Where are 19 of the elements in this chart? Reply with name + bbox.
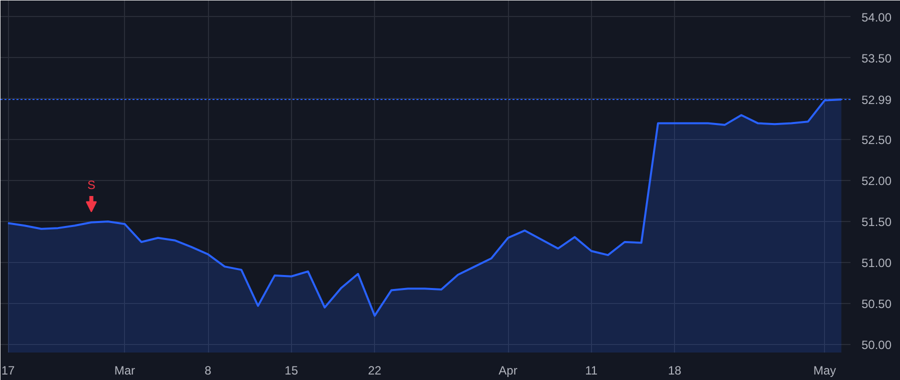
y-tick-label: 52.00	[862, 174, 892, 188]
y-tick-label: 53.50	[862, 51, 892, 66]
y-tick-label: 50.00	[862, 338, 892, 352]
annotation: S	[87, 178, 96, 192]
x-tick-label: 22	[368, 364, 382, 378]
x-tick-label: 8	[204, 364, 212, 378]
y-tick-label: 51.00	[862, 256, 892, 270]
y-tick-label: 52.50	[862, 133, 892, 148]
x-tick-label: May	[813, 364, 836, 378]
x-tick-label: 15	[284, 364, 298, 378]
x-tick-label: 11	[585, 364, 598, 378]
y-tick-label: 50.50	[862, 296, 892, 311]
x-tick-label: 17	[1, 364, 15, 378]
x-tick-label: Mar	[114, 364, 136, 378]
x-tick-label: 18	[668, 364, 682, 378]
ref-line-label: 52.99	[862, 93, 892, 108]
x-tick-label: Apr	[498, 364, 518, 378]
y-tick-label: 51.50	[862, 215, 892, 230]
y-tick-label: 54.00	[862, 10, 892, 24]
